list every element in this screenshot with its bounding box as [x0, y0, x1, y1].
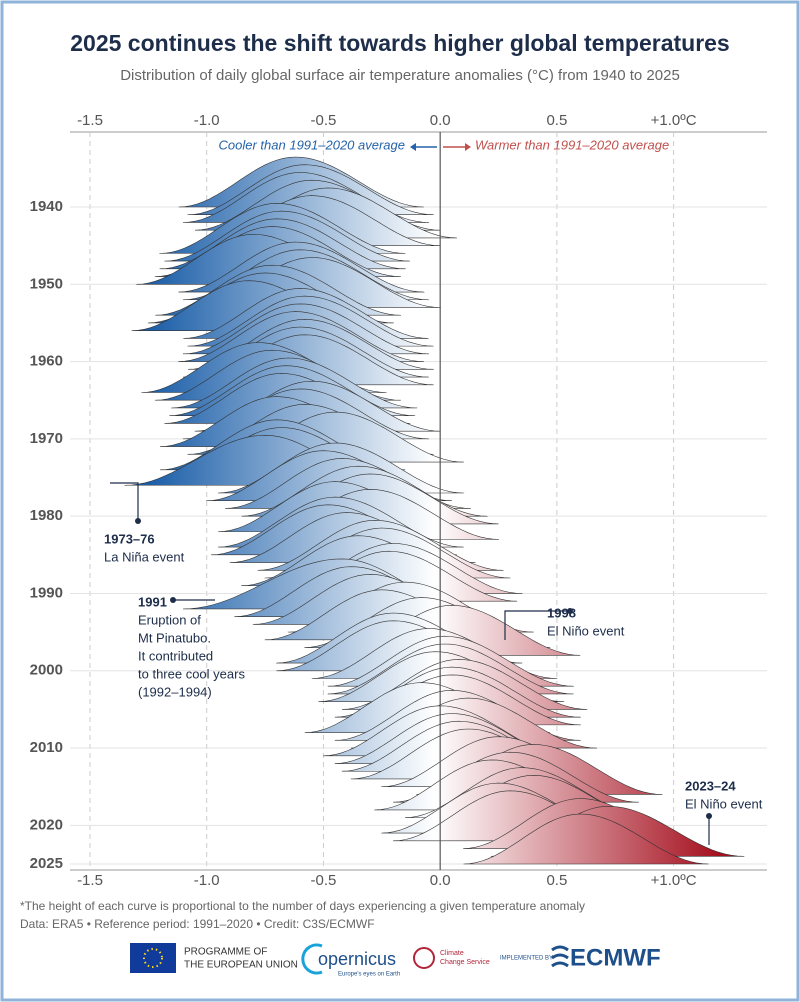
annotation-title: 2023–24	[685, 778, 736, 793]
x-tick-label: 0.5	[546, 112, 567, 129]
x-tick-label: -0.5	[311, 112, 337, 129]
y-tick-label: 2025	[30, 855, 63, 872]
annotation-text: La Niña event	[104, 549, 185, 564]
annotation-dot	[706, 813, 712, 819]
eu-stars	[143, 948, 163, 968]
annotation-text: It contributed	[138, 648, 213, 663]
copernicus-c	[301, 943, 323, 975]
x-tick-label: -1.5	[77, 112, 103, 129]
x-tick-label: 0.0	[430, 112, 451, 129]
x-tick-label: 0.5	[546, 872, 567, 889]
annotation-line	[110, 482, 139, 521]
annotation-dot	[135, 518, 141, 524]
x-tick-label: -1.5	[77, 872, 103, 889]
y-tick-label: 2000	[30, 662, 63, 679]
ecmwf: ECMWF	[570, 944, 661, 971]
y-tick-label: 1950	[30, 275, 63, 292]
eu-text: THE EUROPEAN UNION	[184, 960, 298, 971]
annotation-title: 1991	[138, 594, 167, 609]
x-tick-label: -1.0	[194, 112, 220, 129]
copernicus-sub: Europe's eyes on Earth	[338, 972, 400, 978]
ridge	[463, 813, 709, 865]
annotation-dot	[170, 597, 176, 603]
annotation-line	[504, 610, 570, 640]
c3s-text: Climate	[440, 950, 464, 957]
chart-title: 2025 continues the shift towards higher …	[70, 30, 729, 56]
annotation-title: 1973–76	[104, 531, 155, 546]
ecmwf-icon	[551, 945, 569, 968]
eu-flag	[130, 943, 176, 973]
annotation-text: to three cool years	[138, 666, 245, 681]
y-tick-label: 1940	[30, 198, 63, 215]
chart-subtitle: Distribution of daily global surface air…	[120, 67, 680, 84]
y-tick-label: 1960	[30, 353, 63, 370]
logos: PROGRAMME OF THE EUROPEAN UNION opernicu…	[130, 943, 661, 978]
ridges	[124, 156, 745, 865]
warm-arrow-head	[465, 143, 471, 151]
annotation-text: El Niño event	[547, 623, 625, 638]
eu-text: PROGRAMME OF	[184, 947, 267, 958]
annotation-text: (1992–1994)	[138, 684, 212, 699]
source: Data: ERA5 • Reference period: 1991–2020…	[20, 917, 375, 931]
warmer-label: Warmer than 1991–2020 average	[475, 137, 669, 152]
x-tick-label: -0.5	[311, 872, 337, 889]
x-tick-label: -1.0	[194, 872, 220, 889]
y-tick-label: 2020	[30, 816, 63, 833]
annotation-text: Mt Pinatubo.	[138, 630, 211, 645]
c3s-icon	[413, 947, 435, 969]
annotation-title: 1998	[547, 605, 576, 620]
y-tick-label: 2010	[30, 739, 63, 756]
c3s-text: Change Service	[440, 959, 490, 966]
annotation-text: Eruption of	[138, 612, 201, 627]
y-tick-label: 1990	[30, 584, 63, 601]
annotation-dot	[567, 608, 573, 614]
cooler-label: Cooler than 1991–2020 average	[219, 137, 405, 152]
x-tick-label: 0.0	[430, 872, 451, 889]
annotation-text: El Niño event	[685, 796, 763, 811]
footnote: *The height of each curve is proportiona…	[20, 899, 585, 913]
x-tick-label: +1.0ºC	[651, 872, 697, 889]
y-tick-label: 1980	[30, 507, 63, 524]
x-tick-label: +1.0ºC	[651, 112, 697, 129]
cool-arrow-head	[410, 143, 416, 151]
annotations: 1973–76 La Niña event 1991 Eruption of Mt Pi…	[104, 482, 763, 845]
y-tick-label: 1970	[30, 430, 63, 447]
copernicus: opernicus	[318, 949, 396, 969]
implemented-by: IMPLEMENTED BY	[500, 956, 553, 962]
